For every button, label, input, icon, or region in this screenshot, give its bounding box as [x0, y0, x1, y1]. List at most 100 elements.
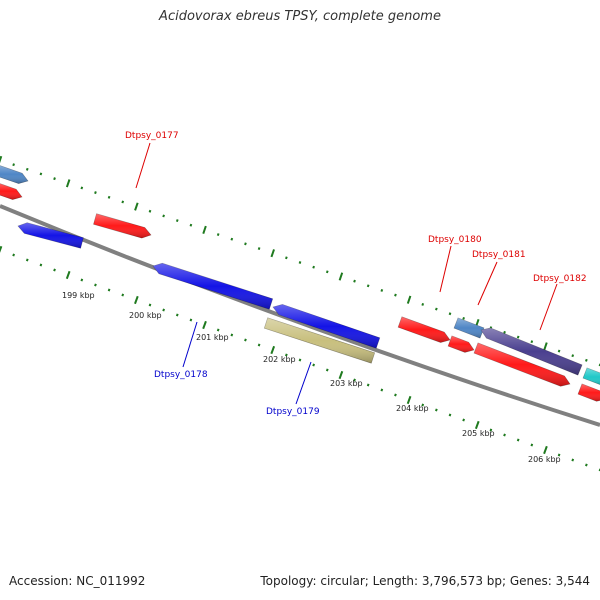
inner-tick-ring [0, 245, 600, 472]
outer-tick [557, 349, 561, 353]
gene-label-dtpsy-0179: Dtpsy_0179 [266, 407, 320, 417]
gene-label-dtpsy-0182: Dtpsy_0182 [533, 274, 587, 284]
inner-tick [435, 408, 438, 412]
outer-tick [134, 202, 139, 211]
scale-label-199: 199 kbp [62, 291, 95, 300]
outer-tick [285, 256, 288, 260]
outer-tick [94, 191, 97, 195]
inner-tick [12, 253, 15, 257]
inner-tick [462, 418, 465, 422]
scale-label-200: 200 kbp [129, 311, 162, 320]
gene-feature-steelblue-1-shading [0, 165, 28, 184]
inner-tick [448, 413, 452, 417]
connector-dtpsy-0181 [477, 261, 498, 306]
connector-dtpsy-0179 [295, 361, 312, 405]
outer-tick [325, 270, 329, 274]
inner-tick [175, 313, 179, 317]
scale-label-202: 202 kbp [263, 355, 296, 364]
outer-tick [571, 354, 575, 358]
inner-tick [530, 443, 534, 447]
gene-feature-dtpsy-0179-shading [264, 317, 375, 364]
inner-tick [557, 453, 561, 457]
inner-tick [53, 268, 56, 272]
genome-backbone [0, 204, 600, 427]
inner-tick [585, 463, 588, 467]
outer-tick [435, 307, 438, 311]
outer-tick [244, 242, 247, 246]
inner-tick [406, 395, 412, 405]
connector-dtpsy-0177 [135, 142, 151, 189]
gene-feature-dtpsy-0178-shading [153, 263, 273, 310]
inner-tick [325, 368, 329, 372]
inner-tick [338, 370, 344, 380]
inner-tick [39, 263, 43, 267]
outer-tick [202, 225, 207, 234]
gene-feature-dtpsy-0180-shading [398, 316, 450, 343]
inner-tick [353, 378, 356, 382]
outer-tick [406, 295, 412, 304]
outer-tick [353, 279, 356, 283]
scale-label-205: 205 kbp [462, 429, 495, 438]
scale-label-201: 201 kbp [196, 333, 229, 342]
inner-tick [421, 403, 425, 407]
inner-tick [65, 270, 71, 280]
outer-tick [394, 293, 397, 297]
outer-tick [380, 288, 384, 292]
outer-tick [298, 261, 302, 264]
outer-tick [25, 167, 29, 171]
outer-tick [516, 335, 520, 339]
inner-tick [543, 445, 548, 455]
inner-tick [107, 288, 111, 292]
scale-labels: 199 kbp 200 kbp 201 kbp 202 kbp 203 kbp … [62, 291, 561, 464]
inner-tick [285, 353, 288, 357]
gene-label-dtpsy-0178: Dtpsy_0178 [154, 370, 208, 380]
gene-label-connectors [135, 142, 558, 405]
outer-tick [585, 358, 588, 362]
outer-tick [421, 302, 425, 306]
inner-tick [380, 388, 384, 392]
outer-tick [448, 312, 452, 316]
inner-tick [80, 278, 84, 282]
outer-tick [270, 249, 275, 258]
genome-summary-text: Topology: circular; Length: 3,796,573 bp… [260, 574, 590, 588]
connector-dtpsy-0180 [439, 245, 452, 293]
outer-tick [257, 247, 261, 250]
outer-tick [12, 163, 15, 167]
inner-tick [94, 283, 97, 287]
gene-feature-dtpsy-0182-shading [481, 327, 583, 376]
inner-tick [121, 293, 125, 297]
outer-tick [462, 316, 465, 320]
scale-label-203: 203 kbp [330, 379, 363, 388]
accession-text: Accession: NC_011992 [9, 574, 146, 588]
outer-tick [162, 214, 165, 218]
outer-tick [65, 179, 71, 188]
outer-tick [366, 284, 370, 288]
inner-tick [489, 428, 493, 432]
gene-feature-dtpsy-0177-shading [93, 213, 151, 239]
outer-tick [148, 209, 152, 213]
outer-tick [216, 233, 220, 237]
outer-tick [107, 195, 111, 199]
scale-label-206: 206 kbp [528, 455, 561, 464]
gene-feature-dtpsy-0181b-shading [448, 335, 474, 353]
gene-features[interactable] [0, 165, 600, 402]
inner-tick [148, 303, 152, 307]
inner-tick [134, 295, 139, 305]
gene-feature-red-2-shading [578, 383, 600, 402]
outer-tick [338, 272, 344, 281]
inner-tick [571, 458, 575, 462]
outer-tick [312, 265, 315, 269]
gene-feature-red-1-shading [0, 183, 22, 200]
inner-tick [25, 258, 29, 262]
inner-tick [503, 433, 506, 437]
inner-tick [257, 343, 261, 347]
inner-tick [474, 420, 480, 430]
gene-labels[interactable]: Dtpsy_0177 Dtpsy_0178 Dtpsy_0179 Dtpsy_0… [125, 131, 587, 417]
gene-label-dtpsy-0177: Dtpsy_0177 [125, 131, 179, 141]
map-title: Acidovorax ebreus TPSY, complete genome [159, 9, 441, 24]
inner-tick [312, 363, 315, 367]
connector-dtpsy-0182 [539, 283, 558, 331]
gene-feature-dtpsy-0182b-shading [474, 342, 570, 387]
inner-tick [230, 333, 234, 337]
